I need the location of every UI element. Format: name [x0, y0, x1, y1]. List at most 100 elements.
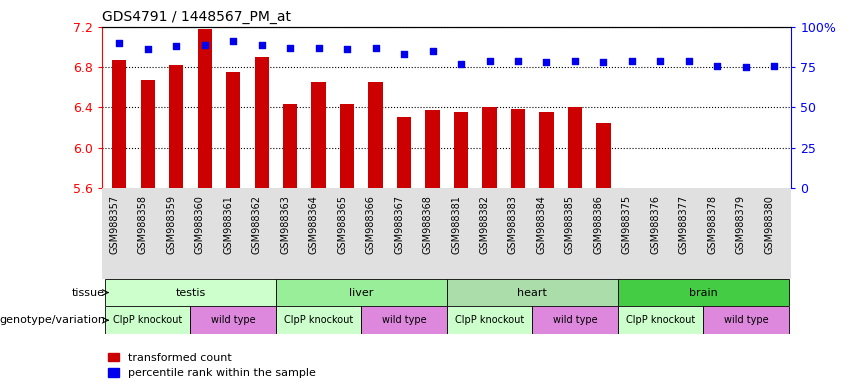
- Text: ClpP knockout: ClpP knockout: [284, 315, 353, 325]
- Text: GSM988360: GSM988360: [195, 195, 204, 254]
- Point: [597, 59, 610, 65]
- Point: [311, 45, 325, 51]
- Text: GSM988380: GSM988380: [764, 195, 774, 254]
- Point: [340, 46, 354, 53]
- Text: GSM988363: GSM988363: [280, 195, 290, 254]
- Bar: [197, 29, 212, 188]
- Point: [197, 41, 211, 48]
- Text: GSM988379: GSM988379: [736, 195, 745, 254]
- Bar: [311, 82, 326, 188]
- Bar: [511, 109, 525, 188]
- Point: [112, 40, 126, 46]
- Text: heart: heart: [517, 288, 547, 298]
- Point: [625, 58, 639, 64]
- Bar: [254, 57, 269, 188]
- Text: GSM988358: GSM988358: [138, 195, 148, 254]
- Bar: [682, 188, 696, 194]
- Text: genotype/variation: genotype/variation: [0, 315, 105, 325]
- Bar: [362, 306, 447, 334]
- Bar: [191, 306, 276, 334]
- Bar: [140, 80, 155, 188]
- Bar: [426, 111, 440, 188]
- Bar: [703, 306, 789, 334]
- Text: GDS4791 / 1448567_PM_at: GDS4791 / 1448567_PM_at: [102, 10, 291, 25]
- Point: [511, 58, 525, 64]
- Point: [768, 63, 781, 69]
- Text: wild type: wild type: [211, 315, 255, 325]
- Text: GSM988368: GSM988368: [423, 195, 432, 254]
- Point: [141, 46, 155, 53]
- Text: GSM988365: GSM988365: [337, 195, 347, 254]
- Text: GSM988378: GSM988378: [707, 195, 717, 254]
- Text: ClpP knockout: ClpP knockout: [455, 315, 524, 325]
- Text: GSM988362: GSM988362: [252, 195, 261, 254]
- Text: wild type: wild type: [382, 315, 426, 325]
- Bar: [568, 108, 582, 188]
- Point: [483, 58, 496, 64]
- Text: ClpP knockout: ClpP knockout: [625, 315, 695, 325]
- Bar: [532, 306, 618, 334]
- Text: GSM988366: GSM988366: [366, 195, 375, 254]
- Bar: [625, 188, 639, 191]
- Bar: [454, 113, 468, 188]
- Text: GSM988359: GSM988359: [166, 195, 176, 254]
- Text: GSM988386: GSM988386: [593, 195, 603, 254]
- Bar: [340, 104, 354, 188]
- Text: wild type: wild type: [723, 315, 768, 325]
- Text: GSM988357: GSM988357: [109, 195, 119, 255]
- Bar: [105, 306, 191, 334]
- Text: GSM988361: GSM988361: [223, 195, 233, 254]
- Bar: [447, 279, 618, 306]
- Text: GSM988383: GSM988383: [508, 195, 518, 254]
- Text: GSM988376: GSM988376: [650, 195, 660, 254]
- Point: [254, 41, 268, 48]
- Point: [226, 38, 240, 45]
- Text: brain: brain: [688, 288, 717, 298]
- Bar: [447, 306, 532, 334]
- Bar: [739, 188, 753, 205]
- Point: [169, 43, 183, 49]
- Bar: [483, 108, 497, 188]
- Bar: [597, 122, 610, 188]
- Text: GSM988367: GSM988367: [394, 195, 404, 254]
- Point: [426, 48, 439, 54]
- Bar: [654, 188, 667, 198]
- Bar: [397, 116, 411, 188]
- Bar: [283, 104, 297, 188]
- Text: GSM988377: GSM988377: [679, 195, 689, 255]
- Bar: [368, 82, 383, 188]
- Bar: [226, 72, 240, 188]
- Bar: [711, 188, 724, 198]
- Bar: [618, 306, 703, 334]
- Point: [654, 58, 667, 64]
- Text: GSM988385: GSM988385: [565, 195, 575, 254]
- Text: wild type: wild type: [552, 315, 597, 325]
- Bar: [618, 279, 789, 306]
- Text: testis: testis: [175, 288, 206, 298]
- Point: [739, 64, 752, 70]
- Point: [454, 61, 468, 67]
- Point: [711, 63, 724, 69]
- Point: [540, 59, 553, 65]
- Point: [368, 45, 382, 51]
- Text: tissue: tissue: [72, 288, 105, 298]
- Bar: [276, 279, 447, 306]
- Point: [683, 58, 696, 64]
- Bar: [276, 306, 362, 334]
- Text: GSM988375: GSM988375: [622, 195, 632, 255]
- Point: [397, 51, 411, 57]
- Bar: [768, 188, 781, 196]
- Text: GSM988382: GSM988382: [479, 195, 489, 254]
- Point: [283, 45, 297, 51]
- Bar: [105, 279, 276, 306]
- Text: ClpP knockout: ClpP knockout: [113, 315, 182, 325]
- Text: GSM988381: GSM988381: [451, 195, 461, 254]
- Text: liver: liver: [349, 288, 374, 298]
- Text: GSM988384: GSM988384: [536, 195, 546, 254]
- Bar: [112, 60, 126, 188]
- Legend: transformed count, percentile rank within the sample: transformed count, percentile rank withi…: [108, 353, 316, 379]
- Bar: [540, 113, 554, 188]
- Text: GSM988364: GSM988364: [309, 195, 318, 254]
- Bar: [169, 65, 183, 188]
- Point: [568, 58, 582, 64]
